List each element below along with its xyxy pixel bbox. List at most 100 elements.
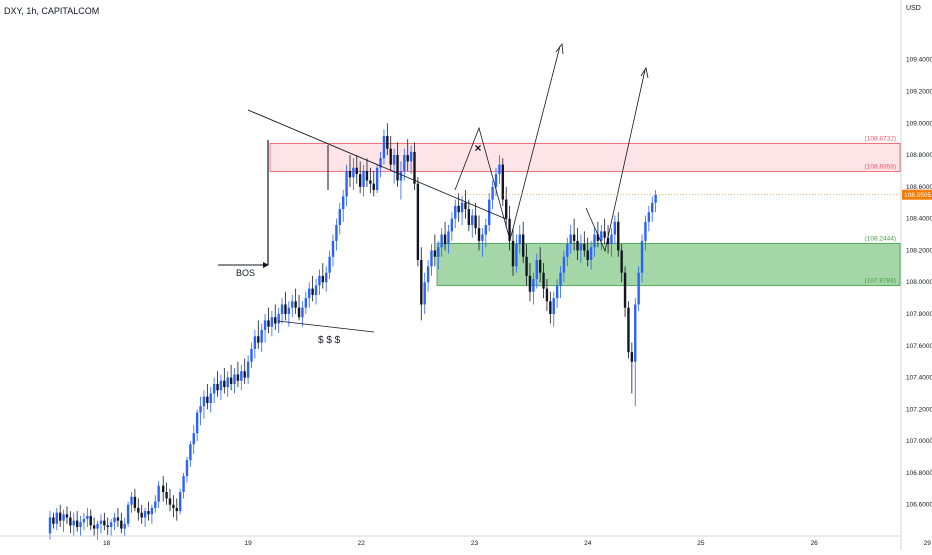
supply-zone: [269, 143, 901, 173]
candle-body: [623, 272, 627, 308]
candle-body: [345, 170, 348, 197]
candle-body: [103, 520, 106, 526]
supply-zone-bottom-label: (108.6958): [865, 164, 896, 171]
price-tick-label: 107.6000: [906, 343, 932, 350]
candle-body: [498, 164, 501, 175]
candle-body: [406, 155, 409, 162]
candle-body: [437, 247, 440, 257]
candle-body: [157, 485, 160, 502]
candle-body: [399, 170, 403, 181]
candle-body: [99, 520, 103, 524]
price-tick-label: 107.2000: [906, 406, 932, 413]
candle-body: [162, 485, 165, 493]
candle-body: [375, 167, 379, 191]
candle-body: [284, 304, 287, 315]
candle-body: [192, 433, 195, 445]
candle-body: [596, 234, 600, 241]
time-tick-label: 26: [810, 540, 818, 547]
candle-body: [413, 151, 416, 184]
candle-body: [562, 256, 566, 273]
time-tick-label: 19: [244, 540, 252, 547]
candle-body: [260, 329, 263, 343]
candle-body: [654, 194, 657, 203]
candle-body: [109, 522, 113, 527]
projection-path-2: [585, 69, 646, 253]
candle-body: [236, 374, 240, 381]
candle-body: [130, 496, 133, 505]
candle-body: [69, 517, 72, 526]
candle-body: [552, 298, 555, 315]
candle-body: [133, 496, 137, 508]
price-tick-label: 108.0000: [906, 279, 932, 286]
candle-body: [212, 383, 216, 394]
candle-body: [467, 209, 471, 225]
candle-body: [586, 250, 589, 260]
candle-body: [165, 492, 168, 499]
price-tick-label: 108.8000: [906, 152, 932, 159]
candle-body: [308, 288, 311, 299]
candle-body: [583, 244, 586, 251]
candle-body: [65, 514, 69, 518]
candle-body: [358, 174, 362, 187]
candle-body: [55, 512, 58, 524]
candle-body: [52, 517, 55, 524]
candle-body: [263, 320, 267, 330]
candle-body: [75, 520, 79, 527]
candle-body: [511, 240, 515, 267]
price-tick-label: 107.8000: [906, 311, 932, 318]
candle-body: [515, 244, 518, 267]
candle-body: [113, 517, 116, 523]
time-tick-label: 24: [584, 540, 592, 547]
liquidity-label: $ $ $: [318, 335, 341, 346]
price-axis[interactable]: 106.6000 106.8000 107.0000 107.2000 107.4000…: [455, 0, 932, 550]
candle-body: [86, 515, 89, 520]
candle-body: [106, 525, 109, 527]
candle-body: [416, 183, 420, 260]
candle-body: [481, 234, 484, 241]
candle-body: [549, 301, 552, 315]
time-tick-label: 22: [358, 540, 366, 547]
candle-body: [600, 231, 603, 241]
candle-body: [426, 266, 430, 283]
candle-body: [154, 501, 157, 508]
projection-arrow-1: [555, 42, 564, 55]
candle-body: [535, 259, 538, 280]
price-tick-label: 109.2000: [906, 88, 932, 95]
bos-arrow-head: [263, 262, 269, 268]
candle-body: [627, 307, 630, 353]
candle-body: [277, 314, 280, 324]
candle-body: [243, 371, 246, 378]
candle-body: [274, 317, 277, 324]
time-axis[interactable]: 1718192223242526293031Sep235678: [0, 535, 932, 547]
candle-body: [294, 301, 297, 308]
candle-body: [491, 186, 494, 200]
time-tick-label: 18: [103, 540, 111, 547]
candle-body: [647, 212, 651, 222]
candle-body: [569, 234, 572, 245]
candle-body: [443, 234, 447, 245]
price-tick-label: 106.6000: [906, 502, 932, 509]
demand-zone: [436, 242, 901, 287]
candle-body: [143, 511, 147, 518]
candle-body: [301, 307, 304, 318]
candle-body: [403, 155, 406, 171]
candle-body: [382, 135, 386, 159]
candle-body: [250, 348, 253, 362]
candle-body: [430, 250, 433, 267]
candle-body: [96, 523, 99, 529]
time-tick-label: 23: [471, 540, 479, 547]
candle-body: [617, 221, 620, 251]
candle-body: [297, 307, 301, 318]
candle-body: [172, 504, 175, 508]
candle-body: [389, 148, 392, 165]
invalidation-marker: ×: [474, 141, 481, 155]
candle-body: [229, 377, 233, 384]
candle-body: [386, 135, 389, 149]
candle-body: [365, 170, 369, 181]
candle-body: [72, 520, 75, 526]
candle-body: [202, 396, 206, 407]
drawings-layer: BOS $ $ $ ×: [218, 42, 649, 346]
candle-body: [603, 231, 606, 238]
